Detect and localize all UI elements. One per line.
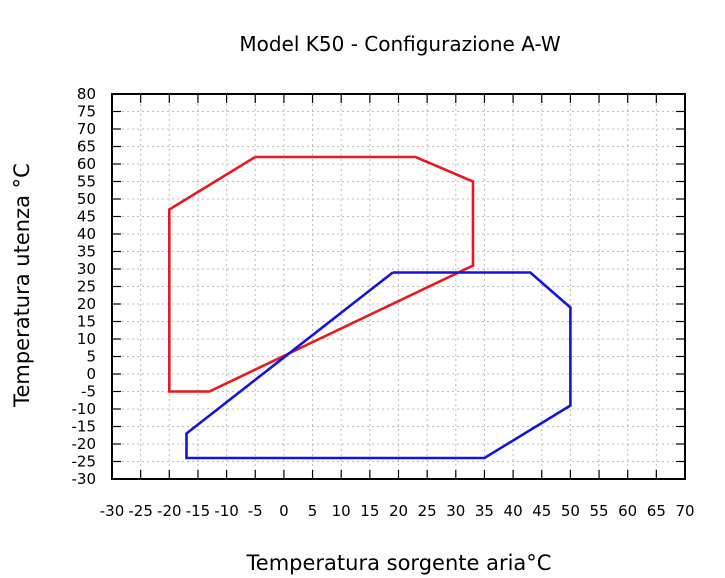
x-tick-label: 0 — [279, 502, 289, 520]
x-tick-label: -5 — [248, 502, 263, 520]
y-tick-label: 50 — [77, 190, 96, 208]
x-tick-label: -15 — [186, 502, 211, 520]
y-tick-label: -10 — [72, 400, 97, 418]
x-tick-label: 5 — [308, 502, 318, 520]
x-tick-label: 10 — [332, 502, 351, 520]
y-tick-label: -25 — [72, 453, 97, 471]
x-tick-label: 30 — [446, 502, 465, 520]
x-tick-label: 65 — [647, 502, 666, 520]
grid — [112, 94, 685, 479]
y-tick-label: 15 — [77, 313, 96, 331]
y-tick-label: -30 — [72, 470, 97, 488]
x-axis-title: Temperatura sorgente aria°C — [246, 551, 552, 575]
y-tick-label: 40 — [77, 225, 96, 243]
series-line-1 — [168, 155, 475, 393]
x-tick-label: 45 — [532, 502, 551, 520]
y-tick-label: 70 — [77, 120, 96, 138]
y-tick-label: -15 — [72, 418, 97, 436]
series-line-2 — [185, 271, 572, 460]
y-tick-label: -5 — [81, 383, 96, 401]
x-tick-label: -10 — [214, 502, 239, 520]
y-tick-label: 5 — [86, 348, 96, 366]
y-tick-label: 65 — [77, 138, 96, 156]
x-tick-label: 55 — [590, 502, 609, 520]
y-tick-label: 45 — [77, 208, 96, 226]
x-tick-label: 35 — [475, 502, 494, 520]
series-lines — [168, 155, 572, 460]
y-tick-labels: -30-25-20-15-10-505101520253035404550556… — [72, 85, 97, 488]
y-tick-label: 60 — [77, 155, 96, 173]
x-tick-label: 20 — [389, 502, 408, 520]
y-tick-label: 75 — [77, 103, 96, 121]
axis-ticks — [111, 93, 686, 480]
x-tick-label: 25 — [418, 502, 437, 520]
y-tick-label: 25 — [77, 278, 96, 296]
y-tick-label: 10 — [77, 330, 96, 348]
y-tick-label: 20 — [77, 295, 96, 313]
y-tick-label: -20 — [72, 435, 97, 453]
x-tick-label: -30 — [100, 502, 125, 520]
x-tick-label: -25 — [128, 502, 153, 520]
y-axis-title: Temperatura utenza °C — [10, 163, 34, 408]
x-tick-labels: -30 -25 -20 -15 -10 -5 0 5 10 15 20 25 30 35 40 45 50 55 6… — [100, 502, 695, 520]
chart-title: Model K50 - Configurazione A-W — [239, 32, 561, 56]
x-tick-label: 50 — [561, 502, 580, 520]
y-tick-label: 35 — [77, 243, 96, 261]
y-tick-label: 80 — [77, 85, 96, 103]
x-tick-label: -20 — [157, 502, 182, 520]
x-tick-label: 15 — [360, 502, 379, 520]
y-tick-label: 30 — [77, 260, 96, 278]
y-tick-label: 0 — [86, 365, 96, 383]
y-tick-label: 55 — [77, 173, 96, 191]
x-tick-label: 60 — [618, 502, 637, 520]
plot-frame — [111, 93, 686, 480]
x-tick-label: 70 — [675, 502, 694, 520]
x-tick-label: 40 — [504, 502, 523, 520]
